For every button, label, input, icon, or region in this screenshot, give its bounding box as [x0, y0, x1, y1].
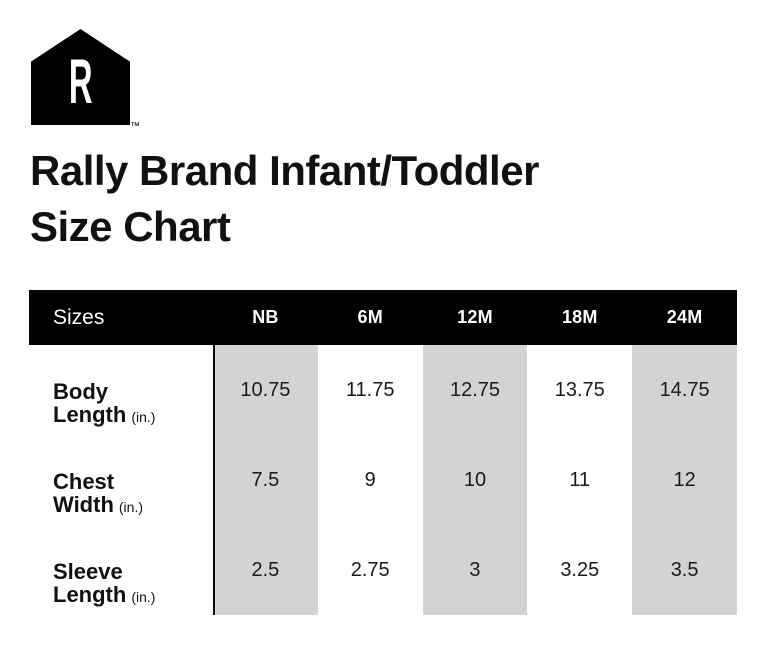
table-cell: 2.5: [213, 525, 318, 615]
table-cell: 3.5: [632, 525, 737, 615]
table-cell: 2.75: [350, 558, 390, 581]
column-header-12m: 12M: [457, 307, 493, 327]
table-header-row: Sizes NB 6M 12M 18M 24M: [29, 290, 737, 345]
row-label-chest-width: Chest Width (in.): [29, 435, 213, 525]
column-header-18m: 18M: [561, 307, 598, 327]
house-logo-icon: R: [31, 29, 130, 125]
row-label-line2: Width (in.): [53, 491, 144, 517]
table-cell: 3.25: [560, 558, 600, 581]
row-label-line2: Length (in.): [53, 401, 156, 427]
row-label-sleeve-length: Sleeve Length (in.): [29, 525, 213, 615]
table-cell: 10.75: [213, 345, 318, 435]
column-header-nb: NB: [252, 307, 279, 327]
table-body: Body Length (in.) 10.75 11.75 12.75 13.75…: [29, 345, 737, 615]
page-title-line2: Size Chart: [30, 203, 231, 250]
unit-label: (in.): [118, 498, 144, 515]
table-cell: 9: [364, 468, 376, 491]
label-column-divider: [213, 345, 215, 615]
page-title: Rally Brand Infant/Toddler Size Chart: [30, 143, 539, 255]
unit-label: (in.): [131, 408, 156, 425]
table-cell: 3: [422, 525, 528, 615]
trademark-symbol: ™: [130, 121, 140, 132]
table-header-sizes-label: Sizes: [53, 305, 105, 329]
row-label-line2: Length (in.): [53, 581, 156, 607]
table-cell: 11: [569, 468, 591, 491]
table-cell: 12.75: [422, 345, 528, 435]
logo-letter: R: [68, 47, 93, 117]
size-chart-table: Sizes NB 6M 12M 18M 24M Body Length (in.)…: [29, 290, 737, 615]
table-cell: 10: [422, 435, 528, 525]
table-cell: 11.75: [345, 378, 395, 401]
row-label-body-length: Body Length (in.): [29, 345, 213, 435]
row-label-line1: Sleeve: [53, 558, 123, 584]
table-cell: 12: [632, 435, 737, 525]
column-header-6m: 6M: [357, 307, 383, 327]
table-cell: 7.5: [213, 435, 318, 525]
unit-label: (in.): [131, 588, 156, 605]
table-cell: 13.75: [554, 378, 605, 401]
page-title-line1: Rally Brand Infant/Toddler: [30, 147, 539, 194]
table-cell: 14.75: [632, 345, 737, 435]
column-header-24m: 24M: [666, 307, 703, 327]
row-label-line1: Chest: [53, 468, 115, 494]
row-label-line1: Body: [53, 378, 108, 404]
brand-logo: R ™: [31, 29, 140, 132]
